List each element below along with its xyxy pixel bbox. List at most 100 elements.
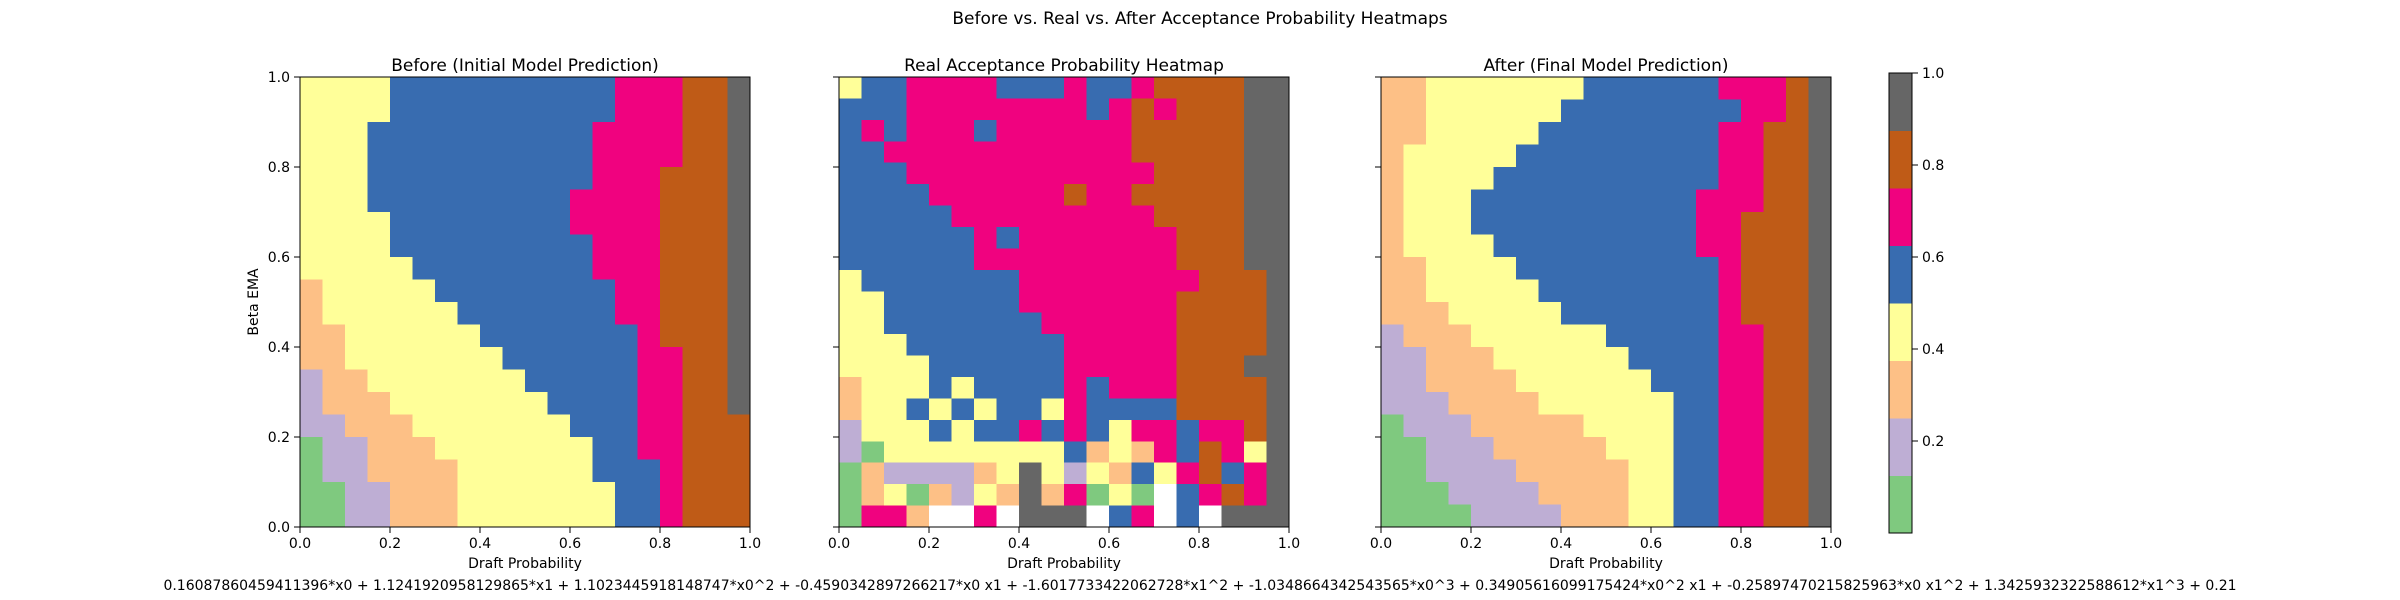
heatmap-cell xyxy=(1266,334,1290,357)
heatmap-cell xyxy=(412,459,436,483)
heatmap-cell xyxy=(300,167,324,191)
heatmap-cell xyxy=(1109,98,1133,121)
heatmap-cell xyxy=(1086,141,1110,164)
heatmap-cell xyxy=(884,248,908,271)
heatmap-cell xyxy=(727,482,751,506)
heatmap-cell xyxy=(1266,205,1290,228)
heatmap-cell xyxy=(1561,212,1585,236)
heatmap-cell xyxy=(705,279,729,303)
heatmap-cell xyxy=(300,212,324,236)
heatmap-cell xyxy=(412,77,436,101)
heatmap-cell xyxy=(906,462,930,485)
heatmap-cell xyxy=(547,234,571,258)
heatmap-cell xyxy=(390,122,414,146)
heatmap-cell xyxy=(1718,167,1742,191)
heatmap-cell xyxy=(1086,441,1110,464)
heatmap-cell xyxy=(547,144,571,168)
heatmap-cell xyxy=(1763,189,1787,213)
heatmap-cell xyxy=(345,99,369,123)
heatmap-cell xyxy=(1064,355,1088,378)
heatmap-cell xyxy=(1448,77,1472,101)
heatmap-cell xyxy=(705,144,729,168)
heatmap-cell xyxy=(1244,462,1268,485)
heatmap-cell xyxy=(906,334,930,357)
heatmap-cell xyxy=(1763,167,1787,191)
heatmap-cell xyxy=(345,189,369,213)
heatmap-cell xyxy=(1086,505,1110,528)
heatmap-cell xyxy=(1131,269,1155,292)
heatmap-cell xyxy=(727,324,751,348)
heatmap-cell xyxy=(1673,459,1697,483)
heatmap-cell xyxy=(1538,257,1562,281)
heatmap-cell xyxy=(996,291,1020,314)
heatmap-cell xyxy=(839,119,863,142)
heatmap-cell xyxy=(1244,162,1268,185)
heatmap-cell xyxy=(1696,167,1720,191)
heatmap-cell xyxy=(1763,414,1787,438)
heatmap-cell xyxy=(1808,279,1832,303)
heatmap-cell xyxy=(1628,459,1652,483)
x-tick-label: 0.4 xyxy=(1550,536,1572,552)
heatmap-cell xyxy=(435,212,459,236)
heatmap-cell xyxy=(637,302,661,326)
heatmap-cell xyxy=(1651,257,1675,281)
heatmap-cell xyxy=(322,257,346,281)
heatmap-cell xyxy=(592,324,616,348)
heatmap-cell xyxy=(367,167,391,191)
heatmap-cell xyxy=(502,324,526,348)
heatmap-cell xyxy=(1786,482,1810,506)
heatmap-cell xyxy=(1516,144,1540,168)
heatmap-cell xyxy=(974,334,998,357)
heatmap-cell xyxy=(1448,504,1472,528)
heatmap-cell xyxy=(1109,441,1133,464)
heatmap-cell xyxy=(1019,141,1043,164)
heatmap-cell xyxy=(570,459,594,483)
heatmap-cell xyxy=(839,398,863,421)
heatmap-cell xyxy=(1718,144,1742,168)
heatmap-cell xyxy=(1606,324,1630,348)
heatmap-cell xyxy=(592,392,616,416)
heatmap-cell xyxy=(1426,77,1450,101)
heatmap-cell xyxy=(1493,144,1517,168)
heatmap-cell xyxy=(660,189,684,213)
heatmap-cell xyxy=(1244,77,1268,100)
heatmap-cell xyxy=(1381,144,1405,168)
heatmap-cell xyxy=(660,437,684,461)
heatmap-cell xyxy=(1471,212,1495,236)
heatmap-cell xyxy=(525,459,549,483)
heatmap-cell xyxy=(1696,437,1720,461)
heatmap-cell xyxy=(1628,482,1652,506)
heatmap-cell xyxy=(1538,144,1562,168)
heatmap-cell xyxy=(906,441,930,464)
heatmap-cell xyxy=(705,414,729,438)
heatmap-cell xyxy=(974,441,998,464)
heatmap-cell xyxy=(1696,324,1720,348)
heatmap-cell xyxy=(705,122,729,146)
heatmap-cell xyxy=(412,414,436,438)
heatmap-cell xyxy=(1628,144,1652,168)
heatmap-cell xyxy=(1718,77,1742,101)
heatmap-cell xyxy=(974,119,998,142)
heatmap-cell xyxy=(570,234,594,258)
heatmap-cell xyxy=(1176,484,1200,507)
heatmap-cell xyxy=(1426,167,1450,191)
heatmap-cell xyxy=(1244,419,1268,442)
heatmap-cell xyxy=(1471,189,1495,213)
x-tick-label: 0.2 xyxy=(918,536,940,552)
heatmap-cell xyxy=(1064,398,1088,421)
heatmap-cell xyxy=(1176,398,1200,421)
heatmap-cell xyxy=(1426,482,1450,506)
heatmap-cell xyxy=(1808,167,1832,191)
heatmap-cell xyxy=(1471,459,1495,483)
heatmap-cell xyxy=(1808,437,1832,461)
heatmap-cell xyxy=(660,77,684,101)
heatmap-cell xyxy=(906,248,930,271)
heatmap-cell xyxy=(1381,504,1405,528)
heatmap-cell xyxy=(1019,462,1043,485)
heatmap-cell xyxy=(480,504,504,528)
heatmap-cell xyxy=(974,248,998,271)
heatmap-cell xyxy=(1403,392,1427,416)
heatmap-cell xyxy=(1493,189,1517,213)
heatmap-cell xyxy=(1221,441,1245,464)
heatmap-cell xyxy=(1628,504,1652,528)
